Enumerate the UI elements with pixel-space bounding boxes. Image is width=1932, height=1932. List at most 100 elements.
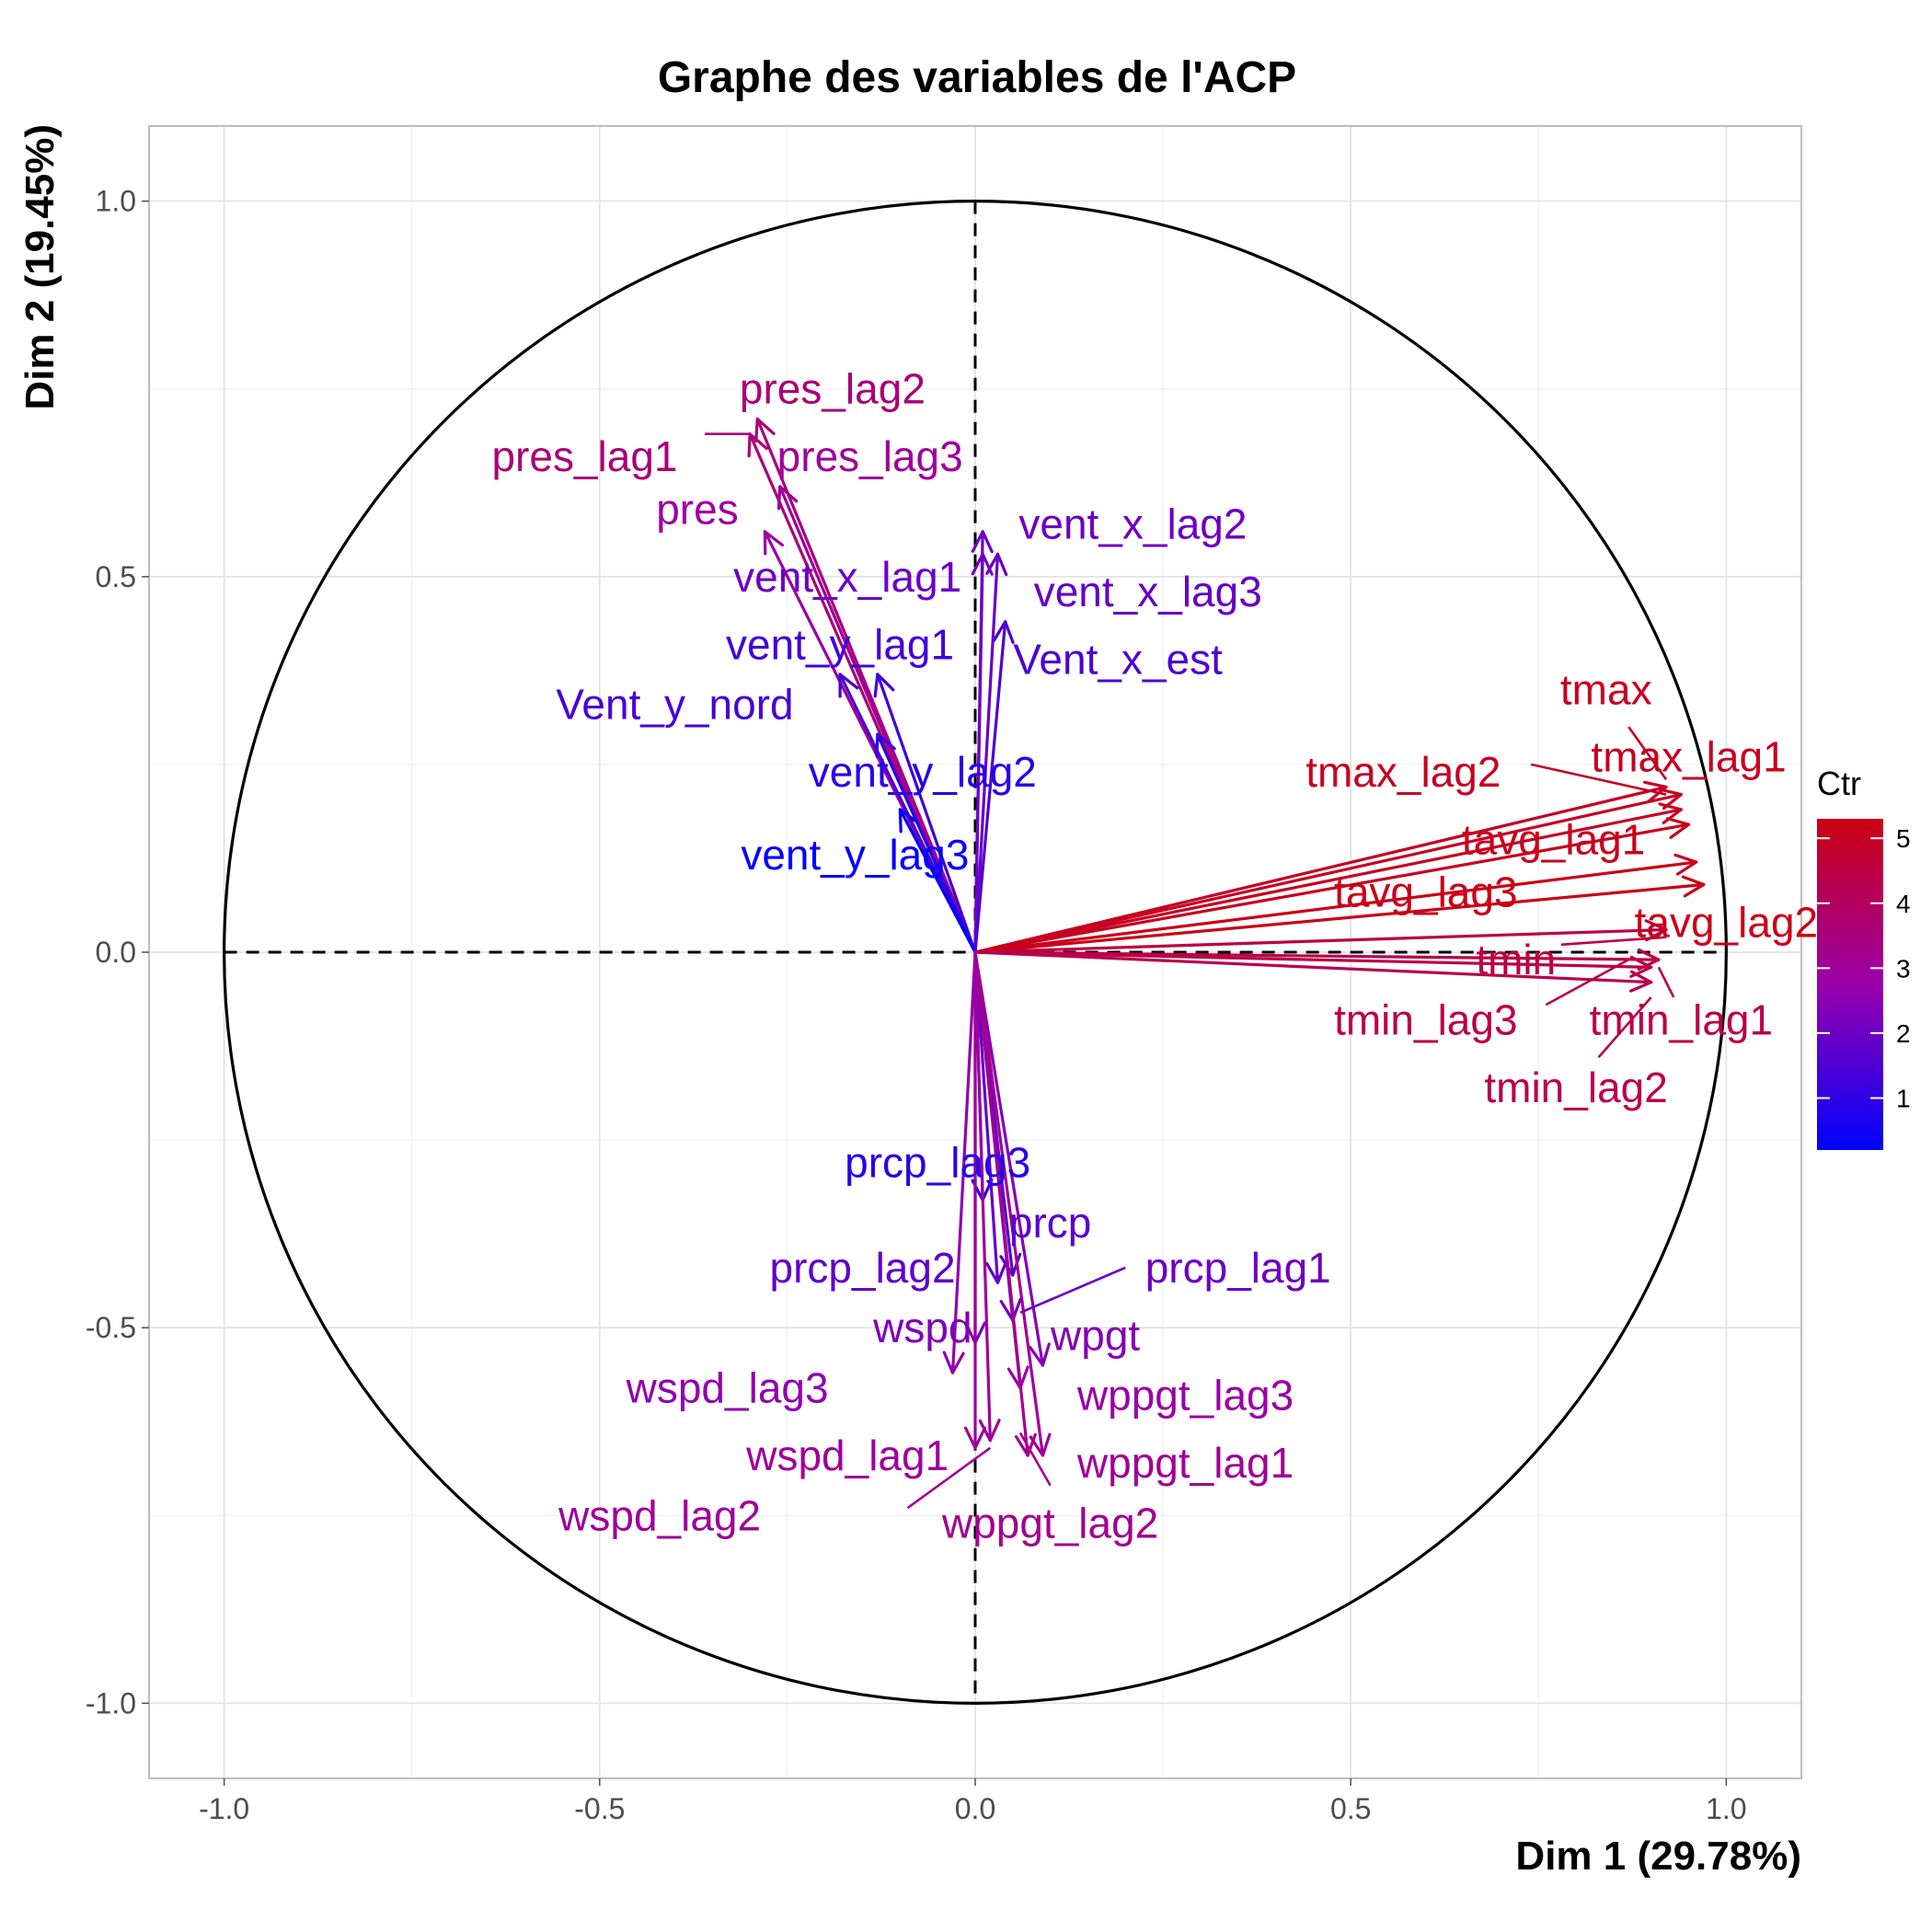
- arrow-head: [1681, 875, 1706, 898]
- label-tavg_lag1: tavg_lag1: [1462, 816, 1646, 864]
- leader-tmax_lag2: [1530, 763, 1667, 796]
- arrow-head: [1029, 1342, 1051, 1367]
- arrow-shaft: [973, 552, 1000, 954]
- arrow-head: [1643, 780, 1668, 803]
- label-vent_x_lag3: vent_x_lag3: [1034, 568, 1262, 615]
- arrow-head: [754, 417, 776, 443]
- label-Vent_x_est: Vent_x_est: [1013, 636, 1223, 684]
- label-wspd_lag2: wspd_lag2: [558, 1491, 761, 1539]
- label-wspd_lag3: wspd_lag3: [626, 1363, 829, 1411]
- label-wppgt_lag3: wppgt_lag3: [1076, 1372, 1294, 1420]
- legend-tick-label: 2: [1896, 1019, 1911, 1048]
- arrow-shaft: [973, 822, 1691, 954]
- arrow-head: [1014, 1432, 1037, 1457]
- x-tick-label: 1.0: [1706, 1792, 1746, 1825]
- label-Vent_y_nord: Vent_y_nord: [556, 681, 793, 729]
- leader-tmax: [1627, 726, 1668, 780]
- y-tick-label: 1.0: [96, 185, 136, 218]
- arrow-head: [776, 485, 799, 511]
- legend-tick-label: 3: [1896, 954, 1911, 983]
- leader-tmin: [1560, 936, 1667, 947]
- label-pres: pres: [656, 485, 738, 533]
- label-tmin_lag1: tmin_lag1: [1590, 995, 1773, 1043]
- label-prcp: prcp: [1009, 1199, 1091, 1247]
- label-vent_x_lag1: vent_x_lag1: [733, 553, 961, 601]
- arrow-head: [971, 530, 994, 554]
- arrow-head: [942, 1351, 965, 1374]
- arrow-head: [898, 808, 920, 834]
- arrow-shaft: [973, 950, 1045, 1457]
- y-tick-label: 0.0: [96, 936, 136, 969]
- arrow-shaft: [973, 552, 984, 954]
- arrow-wspd_lag3: [942, 950, 977, 1374]
- arrow-shaft: [973, 950, 1045, 1367]
- legend-tick-label: 5: [1896, 824, 1911, 853]
- arrow-shaft: [973, 950, 1653, 969]
- arrow-head: [992, 620, 1015, 644]
- arrow-head: [985, 1260, 1008, 1284]
- arrow-shaft: [973, 860, 1698, 954]
- arrow-wpgt: [973, 950, 1051, 1367]
- arrow-head: [763, 530, 785, 556]
- label-vent_y_lag2: vent_y_lag2: [809, 748, 1037, 796]
- arrow-wspd_lag1: [963, 950, 987, 1450]
- label-tmin: tmin: [1476, 936, 1556, 983]
- y-axis-title: Dim 2 (19.45%): [17, 124, 63, 410]
- x-axis-title: Dim 1 (29.78%): [1515, 1834, 1801, 1879]
- arrow-shaft: [973, 950, 992, 1443]
- label-vent_y_lag1: vent_y_lag1: [726, 620, 954, 668]
- arrow-wppgt_lag2: [973, 950, 1037, 1457]
- arrow-head: [971, 552, 994, 576]
- arrow-shaft: [973, 927, 1668, 954]
- y-tick-label: -1.0: [86, 1686, 136, 1719]
- label-tmax_lag1: tmax_lag1: [1591, 733, 1786, 781]
- arrow-tavg_lag2: [973, 875, 1706, 954]
- x-tick-label: -1.0: [199, 1792, 249, 1825]
- arrow-tmin: [973, 919, 1668, 954]
- arrow-shaft: [973, 792, 1683, 954]
- arrow-prcp_lag2: [973, 950, 1008, 1284]
- label-tmax_lag2: tmax_lag2: [1305, 748, 1501, 796]
- arrow-shaft: [973, 950, 1000, 1284]
- arrow-head: [963, 1426, 987, 1450]
- arrow-head: [1658, 788, 1683, 811]
- label-tavg_lag3: tavg_lag3: [1334, 868, 1518, 916]
- axes: -1.0 -0.5 0.0 0.5 1.0 1.0 0.5 0.0 -0.5 -1.0: [86, 185, 1747, 1825]
- label-wppgt_lag1: wppgt_lag1: [1076, 1439, 1294, 1487]
- label-pres_lag1: pres_lag1: [491, 432, 677, 480]
- leader-tmin_lag1: [1657, 966, 1675, 998]
- label-wspd: wspd: [872, 1304, 972, 1351]
- leader-tmin_lag2: [1597, 996, 1652, 1059]
- arrow-wppgt_lag1: [973, 950, 1052, 1457]
- arrow-head: [1629, 970, 1653, 993]
- label-prcp_lag2: prcp_lag2: [770, 1244, 956, 1292]
- label-vent_x_lag2: vent_x_lag2: [1018, 500, 1247, 548]
- label-tavg_lag2: tavg_lag2: [1635, 898, 1819, 946]
- arrow-shaft: [876, 732, 977, 954]
- y-tick-label: -0.5: [86, 1311, 136, 1344]
- arrow-shaft: [973, 808, 1683, 954]
- unit-circle: [223, 200, 1728, 1705]
- arrow-shaft: [973, 882, 1706, 954]
- x-tick-label: -0.5: [574, 1792, 625, 1825]
- label-tmin_lag2: tmin_lag2: [1484, 1064, 1667, 1111]
- label-pres_lag2: pres_lag2: [740, 365, 926, 413]
- label-tmin_lag3: tmin_lag3: [1334, 995, 1517, 1043]
- label-wspd_lag1: wspd_lag1: [745, 1432, 949, 1479]
- arrow-shaft: [876, 673, 977, 954]
- arrow-tmax_lag1: [973, 788, 1683, 954]
- arrow-shaft: [898, 808, 977, 954]
- arrow-tavg_lag3: [973, 853, 1698, 954]
- arrow-head: [1665, 817, 1691, 839]
- arrow-shaft: [950, 950, 977, 1374]
- label-vent_y_lag3: vent_y_lag3: [741, 831, 969, 879]
- leader-wppgt_lag2: [1018, 1432, 1052, 1487]
- arrow-head: [1673, 853, 1698, 876]
- leader-tmin_lag3: [1545, 959, 1629, 1006]
- label-tmax: tmax: [1560, 665, 1652, 713]
- arrow-Vent_x_est: [973, 620, 1015, 954]
- arrow-head: [838, 673, 859, 698]
- arrow-head: [985, 552, 1008, 577]
